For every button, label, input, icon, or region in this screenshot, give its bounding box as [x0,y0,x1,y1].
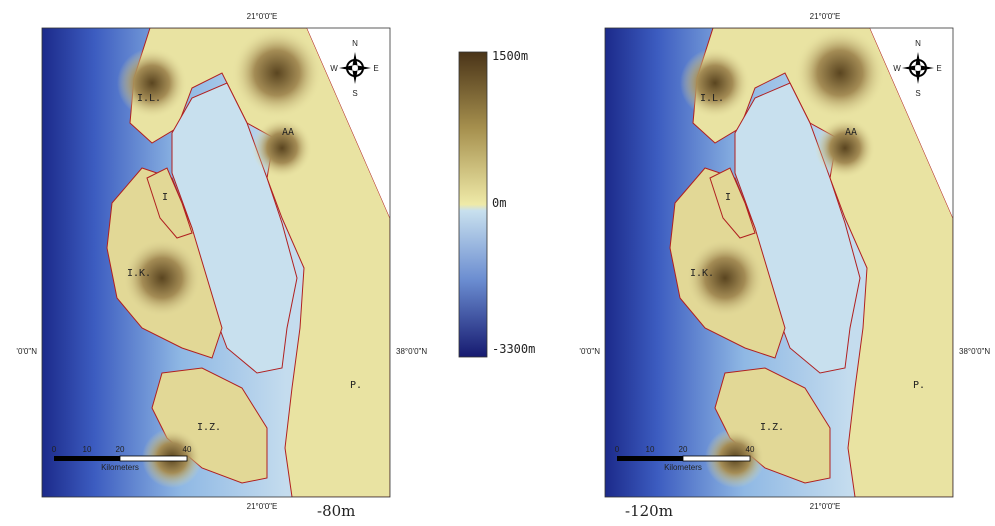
colorbar-label: 1500m [492,49,528,63]
place-label: I.L. [700,93,724,104]
map-panel: I.L. AA I I.K. P. I.Z. N W E S 0 10 20 40 Kilometers 21… [16,12,427,520]
colorbar-label: 0m [492,196,506,210]
lat-label: '0'0"N [579,347,600,356]
figure: 1500m 0m -3300m I.L. AA I I.K. P. I.Z. N W E S 0 10… [0,0,995,522]
lon-label: 21°0'0"E [247,502,278,511]
relief [232,28,322,118]
compass-label: N [352,39,358,48]
place-label: I.K. [127,268,151,279]
lat-label: 38°0'0"N [396,347,427,356]
colorbar: 1500m 0m -3300m [459,49,535,357]
lon-label: 21°0'0"E [247,12,278,21]
scale-unit: Kilometers [101,463,139,472]
colorbar-ramp [459,52,487,357]
scale-bar [617,456,683,461]
compass-label: W [330,64,338,73]
compass-label: S [915,89,920,98]
relief [117,48,187,118]
place-label: P. [913,380,925,391]
scale-tick: 10 [83,445,92,454]
place-label: AA [282,127,294,138]
compass-label: S [352,89,357,98]
lon-label: 21°0'0"E [810,12,841,21]
map-panel: I.L. AA I I.K. P. I.Z. N W E S 0 10 20 40 Kilometers 21… [579,12,990,520]
place-label: AA [845,127,857,138]
scale-tick: 20 [679,445,688,454]
lat-label: '0'0"N [16,347,37,356]
place-label: I.K. [690,268,714,279]
scale-tick: 10 [646,445,655,454]
compass-label: E [936,64,941,73]
scale-tick: 40 [746,445,755,454]
place-label: I [725,192,731,203]
scale-tick: 40 [183,445,192,454]
caption: -80m [317,502,355,520]
place-label: I.Z. [760,422,784,433]
caption: -120m [625,502,673,520]
compass-label: E [373,64,378,73]
place-label: I.L. [137,93,161,104]
colorbar-label: -3300m [492,342,535,356]
scale-bar [54,456,120,461]
scale-tick: 20 [116,445,125,454]
scale-bar [120,456,187,461]
lon-label: 21°0'0"E [810,502,841,511]
lat-label: 38°0'0"N [959,347,990,356]
scale-unit: Kilometers [664,463,702,472]
scale-bar [683,456,750,461]
place-label: I.Z. [197,422,221,433]
relief [795,28,885,118]
scale-tick: 0 [615,445,620,454]
compass-label: W [893,64,901,73]
place-label: I [162,192,168,203]
relief [680,48,750,118]
place-label: P. [350,380,362,391]
compass-label: N [915,39,921,48]
scale-tick: 0 [52,445,57,454]
